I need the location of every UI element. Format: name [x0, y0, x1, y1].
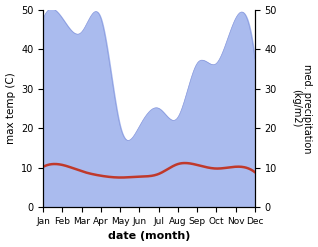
Y-axis label: max temp (C): max temp (C): [5, 72, 16, 144]
X-axis label: date (month): date (month): [108, 231, 190, 242]
Y-axis label: med. precipitation
(kg/m2): med. precipitation (kg/m2): [291, 64, 313, 153]
